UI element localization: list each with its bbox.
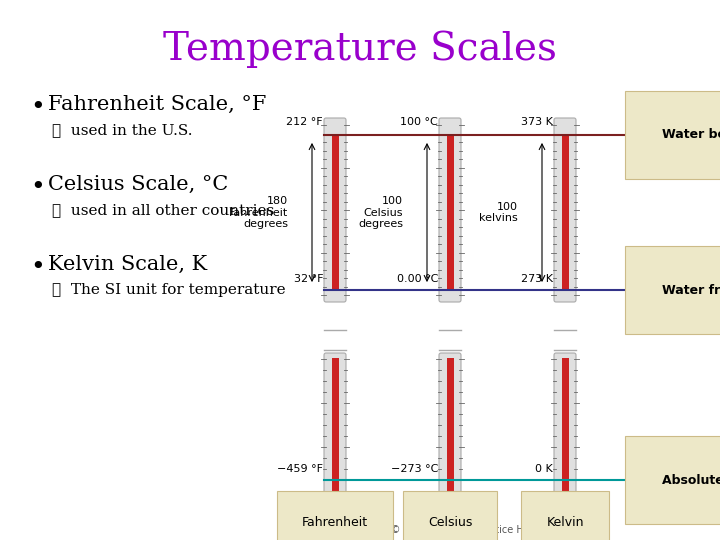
Text: •: • xyxy=(30,255,45,279)
Bar xyxy=(446,358,454,492)
Text: 373 K: 373 K xyxy=(521,117,553,127)
Text: Celsius Scale, °C: Celsius Scale, °C xyxy=(48,175,228,194)
FancyBboxPatch shape xyxy=(439,353,461,497)
Text: Kelvin Scale, K: Kelvin Scale, K xyxy=(48,255,207,274)
Bar xyxy=(331,135,338,290)
Text: 100
kelvins: 100 kelvins xyxy=(480,202,518,224)
Bar xyxy=(562,358,569,492)
Text: Temperature Scales: Temperature Scales xyxy=(163,30,557,68)
Text: −273 °C: −273 °C xyxy=(391,464,438,474)
Text: •: • xyxy=(30,175,45,199)
Text: ✓  used in the U.S.: ✓ used in the U.S. xyxy=(52,123,192,137)
Text: Celsius: Celsius xyxy=(428,516,472,529)
FancyBboxPatch shape xyxy=(554,353,576,497)
Text: •: • xyxy=(30,95,45,119)
Text: 180
Fahrenheit
degrees: 180 Fahrenheit degrees xyxy=(229,196,288,229)
Text: Absolute zero: Absolute zero xyxy=(662,474,720,487)
Text: 0 K: 0 K xyxy=(535,464,553,474)
FancyBboxPatch shape xyxy=(324,118,346,302)
Text: Kelvin: Kelvin xyxy=(546,516,584,529)
Text: 100 °C: 100 °C xyxy=(400,117,438,127)
FancyBboxPatch shape xyxy=(324,353,346,497)
Text: 273 K: 273 K xyxy=(521,274,553,284)
Text: Water boils: Water boils xyxy=(662,129,720,141)
Text: Copyright © 2008 Pearson Prentice Hall, Inc.: Copyright © 2008 Pearson Prentice Hall, … xyxy=(341,525,559,535)
FancyBboxPatch shape xyxy=(439,118,461,302)
Text: 32 °F: 32 °F xyxy=(294,274,323,284)
Bar xyxy=(446,135,454,290)
Text: Fahrenheit Scale, °F: Fahrenheit Scale, °F xyxy=(48,95,266,114)
FancyBboxPatch shape xyxy=(554,118,576,302)
Text: 0.00 °C: 0.00 °C xyxy=(397,274,438,284)
Text: 212 °F: 212 °F xyxy=(287,117,323,127)
Bar xyxy=(331,358,338,492)
Text: ✓  The SI unit for temperature: ✓ The SI unit for temperature xyxy=(52,283,286,297)
Text: 100
Celsius
degrees: 100 Celsius degrees xyxy=(358,196,403,229)
Text: ✓  used in all other countries: ✓ used in all other countries xyxy=(52,203,274,217)
Text: −459 °F: −459 °F xyxy=(277,464,323,474)
Text: Water freezes: Water freezes xyxy=(662,284,720,296)
Bar xyxy=(562,135,569,290)
Text: Fahrenheit: Fahrenheit xyxy=(302,516,368,529)
